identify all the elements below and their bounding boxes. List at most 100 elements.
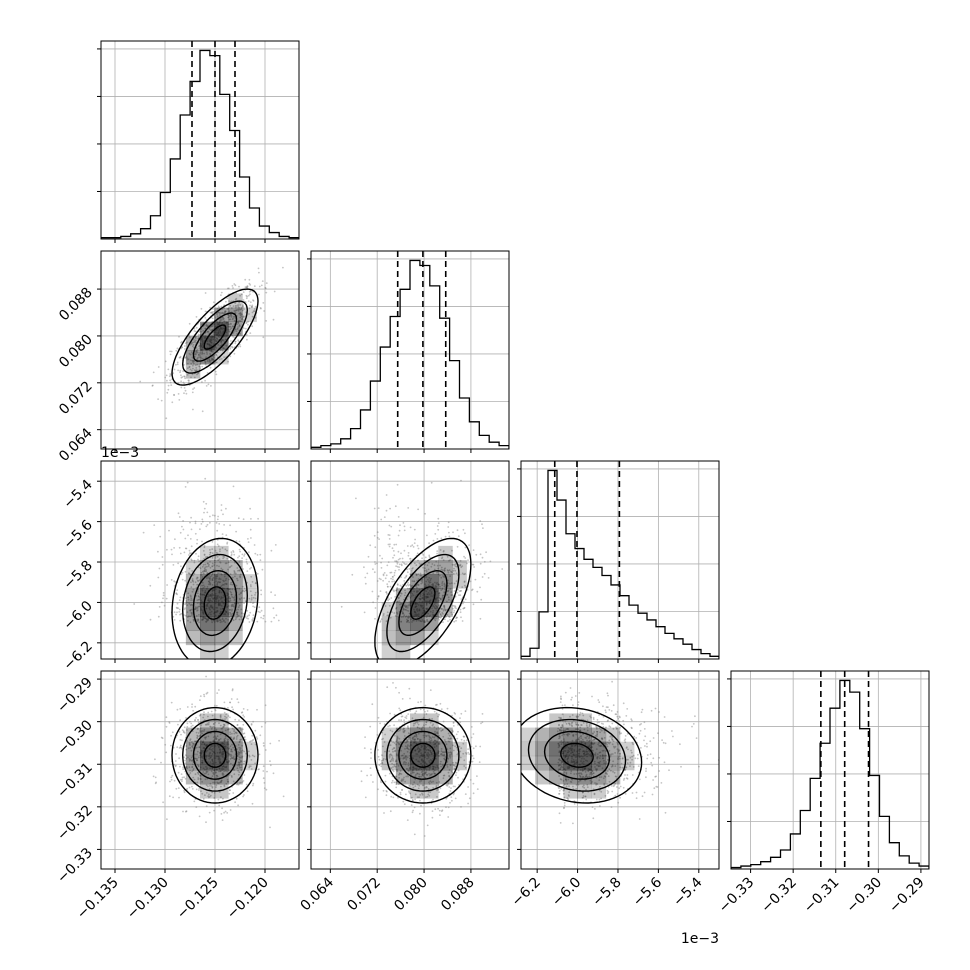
sample-point	[386, 592, 388, 595]
sample-point	[380, 765, 383, 768]
sample-point	[448, 734, 451, 737]
sample-point	[238, 741, 241, 744]
sample-point	[264, 749, 267, 751]
sample-point	[243, 308, 245, 310]
sample-point	[232, 550, 235, 552]
y-tick-label: −0.32	[54, 802, 96, 844]
sample-point	[187, 592, 190, 595]
sample-point	[186, 722, 189, 725]
sample-point	[181, 729, 184, 732]
sample-point	[190, 516, 193, 519]
density-cell	[410, 574, 425, 589]
sample-point	[388, 580, 390, 583]
sample-point	[246, 285, 249, 288]
sample-point	[236, 783, 239, 786]
sample-point	[402, 778, 405, 781]
sample-point	[454, 745, 456, 748]
sample-point	[403, 727, 405, 730]
sample-point	[441, 728, 444, 731]
sample-point	[200, 740, 203, 743]
sample-point	[405, 574, 408, 577]
sample-point	[379, 621, 382, 623]
sample-point	[418, 784, 421, 787]
sample-point	[450, 611, 453, 614]
sample-point	[401, 611, 404, 613]
contour-line	[410, 742, 436, 768]
sample-point	[391, 730, 394, 733]
sample-point	[166, 548, 168, 551]
sample-point	[228, 608, 231, 611]
sample-point	[444, 567, 446, 570]
sample-point	[413, 739, 416, 741]
sample-point	[452, 569, 455, 572]
density-cell	[410, 616, 425, 632]
sample-point	[183, 608, 186, 611]
sample-point	[206, 770, 209, 773]
sample-point	[222, 726, 224, 728]
density-cell	[200, 784, 215, 799]
sample-point	[210, 710, 213, 713]
sample-point	[198, 598, 201, 601]
sample-point	[212, 568, 215, 571]
sample-point	[204, 317, 207, 319]
sample-point	[422, 784, 425, 787]
sample-point	[179, 746, 182, 748]
sample-point	[238, 301, 240, 304]
sample-point	[180, 612, 183, 615]
sample-point	[162, 801, 165, 804]
sample-point	[197, 771, 200, 774]
sample-point	[453, 582, 456, 585]
sample-point	[391, 769, 394, 771]
sample-point	[192, 388, 194, 390]
sample-point	[487, 577, 490, 579]
sample-point	[230, 300, 233, 303]
sample-point	[157, 615, 160, 618]
sample-point	[252, 782, 255, 785]
sample-point	[370, 748, 372, 751]
sample-point	[249, 601, 252, 604]
sample-point	[433, 726, 436, 728]
sample-point	[241, 744, 244, 747]
sample-point	[215, 551, 218, 554]
sample-point	[196, 351, 199, 354]
sample-point	[245, 294, 248, 297]
sample-point	[219, 319, 222, 322]
sample-point	[179, 613, 181, 616]
sample-point	[464, 557, 467, 559]
sample-point	[197, 778, 200, 781]
sample-point	[224, 311, 227, 313]
sample-point	[210, 359, 213, 362]
sample-point	[215, 784, 218, 787]
sample-point	[199, 777, 202, 780]
sample-point	[443, 585, 446, 588]
sample-point	[196, 373, 198, 376]
sample-point	[240, 616, 243, 619]
sample-point	[265, 320, 268, 322]
sample-point	[245, 561, 248, 563]
sample-point	[406, 747, 409, 749]
sample-point	[400, 576, 402, 578]
sample-point	[395, 743, 397, 746]
sample-point	[389, 543, 391, 546]
sample-point	[404, 592, 407, 594]
sample-point	[421, 581, 424, 584]
sample-point	[273, 290, 276, 293]
sample-point	[176, 363, 179, 366]
sample-point	[423, 569, 426, 572]
sample-point	[250, 575, 253, 578]
sample-point	[455, 572, 458, 575]
sample-point	[412, 736, 415, 738]
sample-point	[434, 739, 437, 742]
sample-point	[239, 304, 242, 306]
sample-point	[424, 771, 427, 774]
sample-point	[589, 715, 592, 718]
sample-point	[215, 774, 218, 777]
sample-point	[419, 794, 421, 796]
sample-point	[392, 682, 394, 684]
sample-point	[398, 707, 401, 710]
sample-point	[212, 323, 215, 326]
sample-point	[184, 570, 187, 573]
sample-point	[201, 353, 203, 355]
sample-point	[403, 761, 406, 763]
sample-point	[388, 724, 391, 727]
